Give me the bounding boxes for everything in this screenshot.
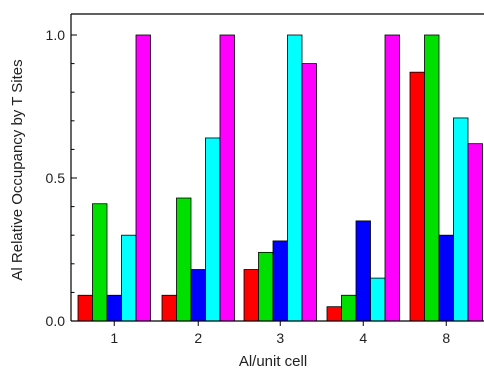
x-tick-label: 4 — [359, 330, 367, 346]
bar-1-s5 — [135, 34, 151, 322]
bar-8-s4 — [453, 117, 469, 322]
axes-group: 0.0 0.5 1.0 1 2 3 4 8 — [46, 13, 484, 346]
x-tick-label: 1 — [110, 330, 118, 346]
x-axis-label: Al/unit cell — [239, 353, 307, 370]
bar-3-s2 — [258, 251, 274, 322]
bar-4-s4 — [370, 277, 386, 322]
x-tick-label: 8 — [442, 330, 450, 346]
bar-3-s4 — [287, 34, 303, 322]
bar-8-s2 — [424, 34, 440, 322]
bar-1-s4 — [121, 234, 137, 322]
bar-1-s1 — [77, 294, 93, 322]
bar-3-s3 — [272, 240, 288, 322]
bar-2-s5 — [219, 34, 235, 322]
x-tick-label: 2 — [194, 330, 202, 346]
bar-1-s2 — [92, 203, 108, 322]
bar-2-s3 — [190, 269, 206, 322]
bar-8-s3 — [438, 234, 454, 322]
bar-4-s1 — [326, 306, 342, 322]
x-tick-label: 3 — [276, 330, 284, 346]
bar-3-s5 — [301, 63, 317, 322]
y-tick-label: 0.0 — [46, 313, 66, 329]
bar-4-s3 — [355, 220, 371, 322]
bar-2-s2 — [176, 197, 192, 322]
y-tick-label: 1.0 — [46, 27, 66, 43]
bar-4-s5 — [384, 34, 400, 322]
bar-4-s2 — [341, 294, 357, 322]
bars-group — [77, 34, 483, 322]
bar-8-s1 — [409, 71, 425, 322]
bar-2-s1 — [161, 294, 177, 322]
bar-1-s3 — [106, 294, 122, 322]
y-tick-label: 0.5 — [46, 170, 66, 186]
y-axis-label: Al Relative Occupancy by T Sites — [9, 59, 26, 280]
bar-2-s4 — [205, 137, 221, 322]
bar-3-s1 — [243, 269, 259, 322]
bar-8-s5 — [467, 143, 483, 322]
